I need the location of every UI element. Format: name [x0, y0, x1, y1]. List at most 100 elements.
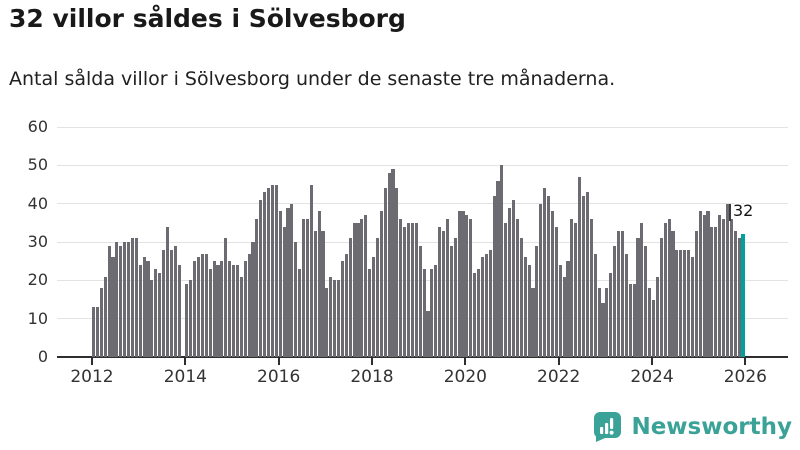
bar	[566, 261, 570, 357]
bar	[298, 268, 302, 357]
bar	[655, 276, 659, 357]
bar	[554, 226, 558, 357]
gridline-y50	[57, 164, 788, 166]
bar	[628, 284, 632, 357]
bar	[204, 253, 208, 357]
x-axis-tick	[91, 358, 93, 365]
bar	[461, 211, 465, 357]
bar	[694, 230, 698, 357]
bar	[162, 249, 166, 357]
bar	[259, 199, 263, 357]
bar	[570, 219, 574, 357]
bar	[92, 307, 96, 357]
bar	[605, 288, 609, 357]
bar	[640, 222, 644, 357]
bar	[395, 188, 399, 357]
bar	[574, 222, 578, 357]
bar	[111, 257, 115, 357]
bar	[294, 242, 298, 357]
gridline-y30	[57, 241, 788, 243]
bar	[142, 257, 146, 357]
bar	[430, 268, 434, 357]
bar	[543, 188, 547, 357]
bar	[531, 288, 535, 357]
bar	[671, 230, 675, 357]
bar	[127, 242, 131, 357]
bar	[305, 219, 309, 357]
bar	[620, 230, 624, 357]
chart-title: 32 villor såldes i Sölvesborg	[9, 4, 406, 33]
bar	[340, 261, 344, 357]
bar	[547, 196, 551, 357]
x-axis-tick	[277, 358, 280, 365]
bar	[177, 265, 181, 357]
bar	[508, 207, 512, 357]
bar	[644, 245, 648, 357]
bar	[329, 276, 333, 357]
gridline-y40	[57, 203, 788, 205]
bar	[585, 192, 589, 357]
bar	[399, 219, 403, 357]
bar	[224, 238, 228, 357]
x-axis-tick	[371, 358, 373, 365]
bar	[158, 272, 162, 357]
bar	[107, 245, 111, 357]
bar	[488, 249, 492, 357]
bar	[263, 192, 267, 357]
y-axis-label: 30	[27, 232, 48, 251]
y-axis-label: 50	[27, 155, 48, 175]
bar	[313, 230, 317, 357]
bar	[737, 238, 741, 357]
bar	[445, 219, 449, 357]
bar	[613, 245, 617, 357]
bar	[519, 238, 523, 357]
newsworthy-logo: Newsworthy	[592, 411, 792, 442]
x-axis-tick	[184, 358, 187, 365]
bar	[270, 184, 274, 357]
bar	[698, 211, 702, 357]
bar	[535, 245, 539, 357]
bar	[154, 268, 158, 357]
x-axis-tick	[651, 358, 654, 365]
bar	[652, 299, 656, 357]
bar	[442, 230, 446, 357]
bar	[523, 257, 527, 357]
newsworthy-bubble-icon	[594, 412, 622, 442]
bar	[484, 253, 488, 357]
bar	[391, 169, 395, 357]
bar	[360, 219, 364, 357]
chart-subtitle: Antal sålda villor i Sölvesborg under de…	[9, 68, 616, 90]
x-axis-label: 2022	[537, 367, 581, 387]
bar	[589, 219, 593, 357]
bar	[729, 219, 733, 357]
bar	[492, 196, 496, 357]
bar	[578, 176, 582, 357]
y-axis-label: 60	[27, 117, 48, 136]
bar	[302, 219, 306, 357]
bar	[422, 268, 426, 357]
bar	[325, 288, 329, 357]
bar	[733, 230, 737, 357]
highlight-bar	[741, 234, 745, 357]
bar	[477, 268, 481, 357]
bar	[403, 226, 407, 357]
x-axis-label: 2018	[350, 367, 394, 387]
bar	[197, 257, 201, 357]
bar	[228, 261, 232, 357]
bar	[706, 211, 710, 357]
bar	[410, 222, 414, 357]
bar	[512, 199, 516, 357]
bar	[601, 303, 605, 357]
bar	[208, 268, 212, 357]
bar	[609, 272, 613, 357]
bar	[648, 288, 652, 357]
x-axis-label: 2024	[630, 367, 674, 387]
bar	[663, 222, 667, 357]
bar	[368, 268, 372, 357]
bar	[469, 219, 473, 357]
x-axis-label: 2026	[723, 367, 767, 387]
y-axis-label: 20	[27, 270, 48, 290]
bar	[212, 261, 216, 357]
bar	[387, 173, 391, 357]
